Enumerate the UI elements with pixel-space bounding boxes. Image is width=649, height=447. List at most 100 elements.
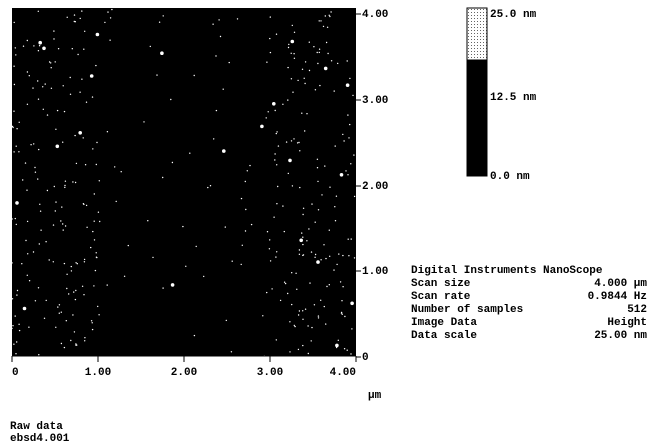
dot [84, 30, 86, 32]
dot [57, 48, 60, 50]
dot [50, 62, 52, 64]
dot [273, 216, 275, 218]
dot [75, 289, 77, 292]
dot [293, 31, 296, 33]
dot [99, 220, 101, 223]
dot [250, 223, 253, 226]
info-label: Data scale [411, 330, 477, 342]
dot [143, 121, 145, 123]
y-tick-label: 1.00 [362, 266, 388, 278]
dot [13, 21, 15, 24]
dot [222, 88, 224, 90]
x-tick-label: 3.00 [257, 367, 283, 379]
dot [78, 131, 82, 135]
dot [26, 71, 29, 73]
dot [291, 24, 293, 27]
dot [289, 351, 291, 353]
dot [70, 270, 73, 272]
dot [68, 293, 70, 295]
dot [33, 143, 35, 145]
dot [73, 291, 75, 293]
dot [318, 20, 320, 22]
dot [84, 164, 87, 166]
dot [57, 306, 59, 308]
dot [268, 248, 271, 250]
footer-text: Raw data [10, 421, 63, 433]
dot [219, 35, 222, 38]
dot [15, 145, 17, 147]
dot [269, 51, 272, 54]
dot [340, 311, 343, 314]
dot [16, 289, 19, 292]
dot [37, 98, 40, 100]
dot [289, 321, 291, 323]
info-label: Scan rate [411, 291, 471, 303]
dot [343, 140, 345, 142]
dot [284, 282, 287, 285]
dot [160, 51, 164, 55]
dot [287, 66, 289, 69]
dot [71, 48, 74, 50]
dot [64, 184, 66, 187]
dot [81, 10, 83, 12]
dot [37, 50, 40, 52]
dot [339, 281, 342, 283]
dot [329, 186, 331, 188]
dot [52, 224, 55, 226]
dot [170, 283, 175, 287]
dot [64, 180, 67, 182]
dot [236, 18, 239, 20]
dot [301, 112, 303, 114]
dot [189, 152, 191, 154]
dot [294, 325, 296, 328]
dot [82, 203, 85, 205]
dot [76, 263, 79, 265]
dot [245, 208, 247, 211]
info-value: 25.00 nm [594, 330, 647, 342]
dot [92, 230, 94, 233]
dot [345, 83, 350, 87]
dot [48, 259, 50, 261]
dot [302, 344, 304, 347]
dot [295, 272, 297, 274]
dot [302, 207, 305, 209]
dot [328, 284, 330, 286]
dot [38, 45, 41, 47]
dot [304, 61, 307, 63]
dot [70, 265, 73, 268]
dot [328, 229, 330, 231]
dot [277, 145, 280, 147]
dot [299, 238, 304, 243]
dot [325, 41, 328, 44]
dot [75, 262, 77, 264]
dot [98, 180, 101, 182]
dot [63, 110, 66, 113]
dot [16, 128, 18, 130]
dot [74, 298, 77, 301]
dot [316, 167, 319, 169]
dot [334, 145, 336, 147]
dot [325, 257, 327, 260]
dot [86, 226, 88, 228]
dot [276, 251, 278, 253]
dot [310, 251, 313, 253]
dot [334, 206, 336, 208]
dot [308, 228, 310, 230]
dot [14, 217, 16, 220]
dot [222, 149, 226, 153]
dot [185, 265, 187, 267]
dot [72, 181, 74, 183]
dot [24, 162, 27, 164]
info-label: Image Data [411, 317, 477, 329]
dot [228, 61, 230, 64]
dot [291, 303, 293, 306]
dot [307, 325, 309, 327]
dot [38, 40, 42, 45]
dot [215, 55, 217, 57]
dot [62, 229, 64, 231]
dot [58, 312, 60, 314]
dot [22, 45, 25, 47]
dot [301, 68, 304, 71]
dot [290, 52, 292, 54]
dot [91, 96, 94, 98]
